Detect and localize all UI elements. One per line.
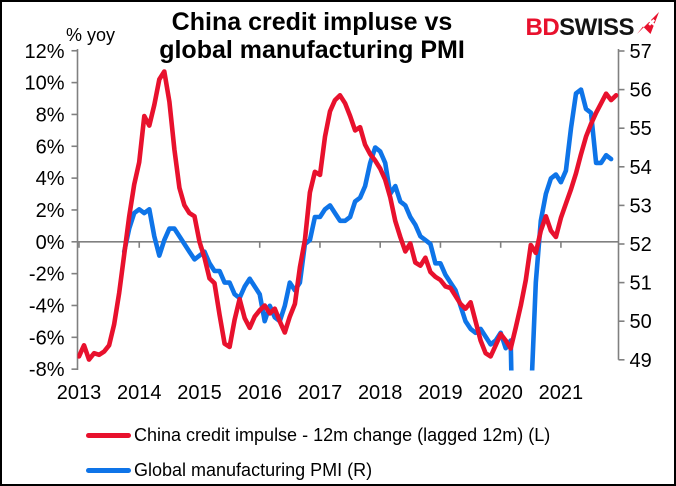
right-axis-tick-label: 50 bbox=[630, 311, 652, 333]
left-axis-tick-label: 4% bbox=[36, 168, 65, 190]
left-axis-tick-label: 10% bbox=[24, 73, 64, 95]
x-axis-tick-label: 2018 bbox=[358, 382, 403, 404]
chart-title-line-1: China credit impluse vs bbox=[171, 8, 453, 36]
x-axis-tick-label: 2013 bbox=[57, 382, 102, 404]
left-axis-tick-label: -2% bbox=[29, 264, 65, 286]
legend-item-global-manufacturing-pmi: Global manufacturing PMI (R) bbox=[86, 453, 550, 484]
right-axis-tick-label: 57 bbox=[630, 41, 652, 63]
chart-title-line-2: global manufacturing PMI bbox=[159, 36, 465, 64]
left-axis-tick-label: 2% bbox=[36, 200, 65, 222]
left-axis-tick-label: 8% bbox=[36, 104, 65, 126]
right-axis-tick-label: 56 bbox=[630, 80, 652, 102]
x-axis-tick-label: 2017 bbox=[298, 382, 343, 404]
right-axis-tick-label: 55 bbox=[630, 118, 652, 140]
bdswiss-logo-bd: BD bbox=[525, 14, 560, 41]
left-axis-tick-label: -6% bbox=[29, 327, 65, 349]
left-axis-tick-label: 6% bbox=[36, 136, 65, 158]
series-line-china-credit-impulse bbox=[77, 69, 619, 362]
x-axis-tick-label: 2016 bbox=[237, 382, 282, 404]
x-axis-tick-label: 2021 bbox=[539, 382, 584, 404]
left-axis-tick-label: 0% bbox=[36, 232, 65, 254]
left-axis-unit-label: % yoy bbox=[66, 25, 116, 45]
x-axis-tick-label: 2015 bbox=[177, 382, 222, 404]
left-axis-tick-label: 12% bbox=[24, 41, 64, 63]
bdswiss-logo-swiss: SWISS bbox=[559, 14, 634, 41]
x-axis-tick-label: 2019 bbox=[418, 382, 463, 404]
chart-title: China credit impluse vs global manufactu… bbox=[32, 8, 592, 64]
right-axis-tick-label: 49 bbox=[630, 350, 652, 372]
left-axis-tick-label: -8% bbox=[29, 359, 65, 381]
legend-swatch-blue bbox=[86, 468, 131, 473]
left-axis-tick-label: -4% bbox=[29, 295, 65, 317]
x-axis-tick-label: 2014 bbox=[117, 382, 162, 404]
swiss-arrow-icon bbox=[634, 12, 660, 42]
right-axis-tick-label: 52 bbox=[630, 234, 652, 256]
legend-item-china-credit-impulse: China credit impulse - 12m change (lagge… bbox=[86, 418, 550, 453]
legend-swatch-red bbox=[86, 433, 131, 438]
right-axis-tick-label: 51 bbox=[630, 273, 652, 295]
legend-label: China credit impulse - 12m change (lagge… bbox=[134, 425, 551, 445]
legend: China credit impulse - 12m change (lagge… bbox=[86, 418, 550, 484]
right-axis-tick-label: 53 bbox=[630, 195, 652, 217]
bdswiss-logo: BD SWISS bbox=[525, 12, 660, 42]
x-axis-tick-label: 2020 bbox=[478, 382, 523, 404]
right-axis-tick-label: 54 bbox=[630, 157, 652, 179]
legend-label: Global manufacturing PMI (R) bbox=[134, 460, 373, 480]
